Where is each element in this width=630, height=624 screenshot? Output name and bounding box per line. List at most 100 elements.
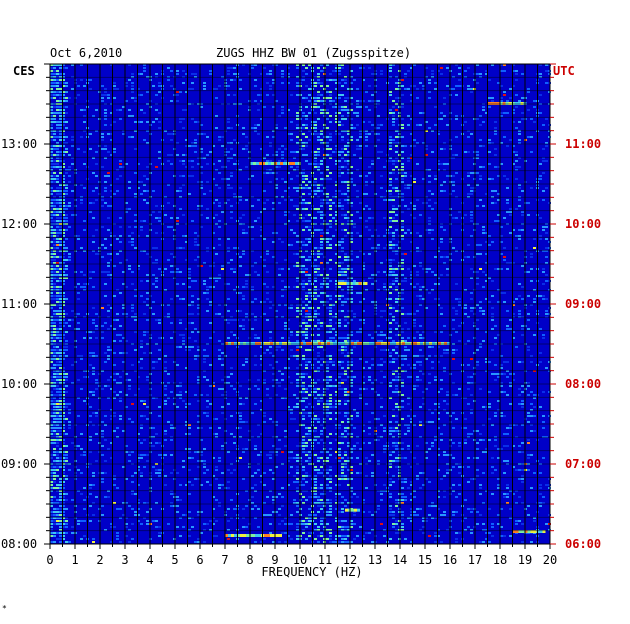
spectrogram-cell [260,235,263,237]
spectrogram-cell [227,298,230,300]
spectrogram-cell [284,325,287,327]
spectrogram-cell [65,454,68,456]
spectrogram-cell [446,67,449,69]
spectrogram-cell [56,232,59,234]
spectrogram-cell [512,112,515,114]
spectrogram-cell [542,268,545,270]
spectrogram-cell [188,304,191,306]
spectrogram-cell [488,106,491,108]
spectrogram-cell [401,379,404,381]
spectrogram-cell [143,184,146,186]
spectrogram-cell [320,325,323,327]
spectrogram-cell [230,142,233,144]
spectrogram-cell [326,247,329,249]
spectrogram-cell [92,172,95,174]
spectrogram-cell [335,313,338,315]
spectrogram-cell [59,202,62,204]
spectrogram-cell [350,382,353,384]
spectrogram-cell [227,283,230,285]
spectrogram-cell [59,127,62,129]
spectrogram-cell [479,388,482,390]
spectrogram-cell [347,217,350,219]
spectrogram-cell [158,322,161,324]
spectrogram-cell [62,277,65,279]
spectrogram-cell [185,349,188,351]
spectrogram-cell [401,262,404,264]
spectrogram-cell [443,142,446,144]
spectrogram-cell [53,154,56,156]
spectrogram-cell [476,349,479,351]
spectrogram-cell [428,292,431,294]
spectrogram-cell [56,346,59,348]
spectrogram-cell [350,376,353,378]
spectrogram-cell [53,310,56,312]
spectrogram-cell [392,379,395,381]
spectrogram-cell [104,439,107,441]
spectrogram-cell [338,388,341,390]
spectrogram-cell [50,361,53,363]
spectrogram-cell [320,160,323,162]
spectrogram-cell [53,346,56,348]
spectrogram-cell [452,412,455,414]
spectrogram-cell [353,346,356,348]
spectrogram-cell [110,277,113,279]
spectrogram-cell [230,373,233,375]
spectrogram-cell [521,361,524,363]
spectrogram-cell [284,127,287,129]
spectrogram-cell [305,373,308,375]
spectrogram-cell [200,124,203,126]
spectrogram-cell [335,70,338,72]
spectrogram-cell [104,202,107,204]
spectrogram-cell [305,154,308,156]
spectrogram-cell [218,388,221,390]
spectrogram-cell [509,97,512,99]
spectrogram-cell [365,205,368,207]
spectrogram-cell [383,430,386,432]
spectrogram-cell [308,403,311,405]
spectrogram-cell [50,397,53,399]
spectrogram-cell [335,88,338,90]
spectrogram-cell [203,193,206,195]
spectrogram-cell [305,412,308,414]
spectrogram-cell [506,394,509,396]
spectrogram-cell [77,355,80,357]
spectrogram-cell [65,112,68,114]
spectrogram-cell [152,361,155,363]
spectrogram-cell [68,409,71,411]
spectrogram-cell [218,340,221,342]
spectrogram-cell [275,100,278,102]
spectrogram-cell [215,115,218,117]
spectrogram-cell [371,100,374,102]
spectrogram-cell [317,442,320,444]
spectrogram-cell [365,388,368,390]
spectrogram-cell [410,154,413,156]
spectrogram-cell [137,94,140,96]
spectrogram-cell [158,220,161,222]
spectrogram-cell [56,460,59,462]
spectrogram-cell [56,376,59,378]
spectrogram-cell [146,91,149,93]
spectrogram-cell [308,193,311,195]
spectrogram-cell [452,349,455,351]
spectrogram-cell [470,412,473,414]
spectrogram-cell [59,79,62,81]
spectrogram-cell [488,142,491,144]
spectrogram-cell [128,115,131,117]
spectrogram-cell [407,415,410,417]
spectrogram-cell [467,85,470,87]
spectrogram-cell [50,67,53,69]
spectrogram-cell [395,160,398,162]
spectrogram-cell [527,202,530,204]
spectrogram-cell [344,214,347,216]
spectrogram-cell [440,433,443,435]
spectrogram-cell [287,451,290,453]
spectrogram-cell [59,406,62,408]
spectrogram-cell [221,166,224,168]
spectrogram-cell [287,73,290,75]
spectrogram-cell [140,295,143,297]
spectrogram-cell [527,349,530,351]
spectrogram-cell [233,94,236,96]
spectrogram-cell [182,460,185,462]
spectrogram-cell [305,160,308,162]
spectrogram-cell [185,448,188,450]
